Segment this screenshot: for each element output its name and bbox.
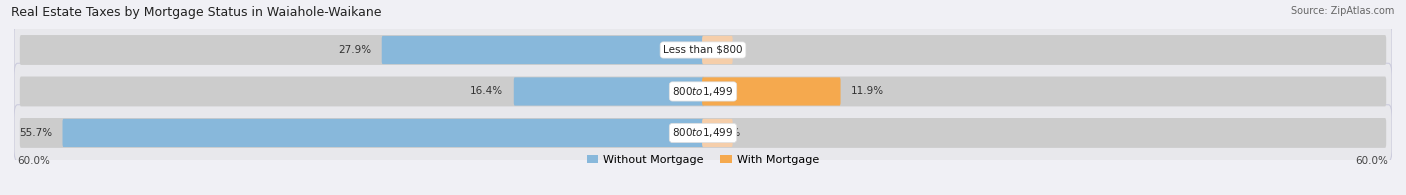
Text: Real Estate Taxes by Mortgage Status in Waiahole-Waikane: Real Estate Taxes by Mortgage Status in … [11,6,382,19]
Text: $800 to $1,499: $800 to $1,499 [672,85,734,98]
FancyBboxPatch shape [62,119,704,147]
Text: 55.7%: 55.7% [18,128,52,138]
FancyBboxPatch shape [14,22,1392,78]
Text: 0.0%: 0.0% [714,45,741,55]
Text: 16.4%: 16.4% [470,86,503,97]
Text: 60.0%: 60.0% [1355,156,1389,166]
FancyBboxPatch shape [702,119,733,147]
FancyBboxPatch shape [20,35,704,65]
FancyBboxPatch shape [381,36,704,64]
Text: 60.0%: 60.0% [17,156,51,166]
Text: 0.0%: 0.0% [714,128,741,138]
Legend: Without Mortgage, With Mortgage: Without Mortgage, With Mortgage [586,155,820,165]
FancyBboxPatch shape [702,36,733,64]
Text: Source: ZipAtlas.com: Source: ZipAtlas.com [1291,6,1395,16]
FancyBboxPatch shape [20,118,704,148]
FancyBboxPatch shape [20,76,704,106]
Text: 11.9%: 11.9% [851,86,884,97]
FancyBboxPatch shape [14,105,1392,161]
FancyBboxPatch shape [702,76,1386,106]
Text: 27.9%: 27.9% [337,45,371,55]
FancyBboxPatch shape [702,118,1386,148]
Text: Less than $800: Less than $800 [664,45,742,55]
FancyBboxPatch shape [513,77,704,105]
FancyBboxPatch shape [702,35,1386,65]
FancyBboxPatch shape [14,63,1392,120]
FancyBboxPatch shape [702,77,841,105]
Text: $800 to $1,499: $800 to $1,499 [672,126,734,139]
